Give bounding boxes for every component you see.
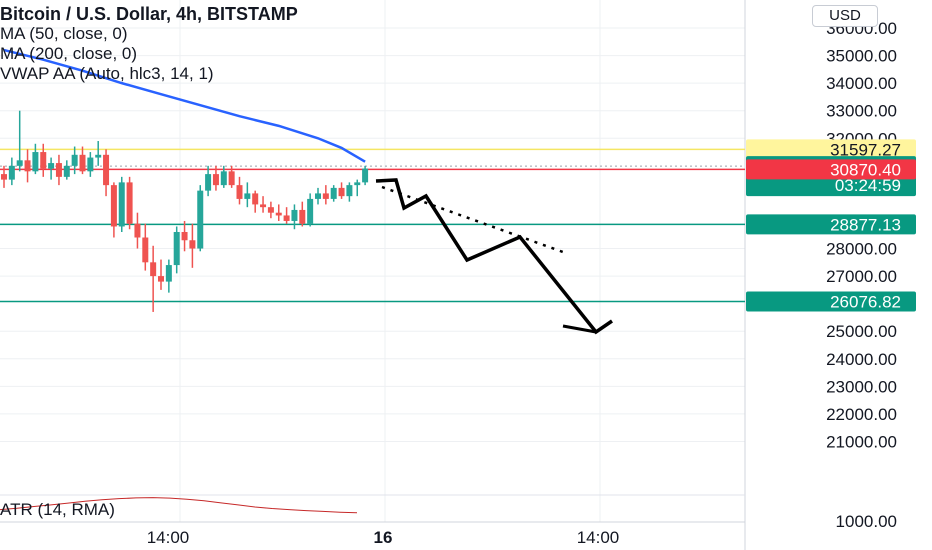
candle-body — [142, 237, 149, 263]
candle-body — [244, 193, 251, 199]
candle-body — [95, 154, 102, 158]
candle-body — [165, 265, 172, 282]
candle-body — [228, 171, 235, 186]
price-label-value: 28877.13 — [830, 215, 901, 234]
candle-body — [63, 165, 70, 177]
price-label-bg — [746, 159, 916, 180]
candle-body — [283, 215, 290, 221]
candle-body — [134, 223, 141, 238]
candle-body — [252, 193, 259, 205]
candle-body — [71, 154, 78, 166]
price-label-countdown: 03:24:59 — [835, 176, 901, 195]
price-label-value: 31597.27 — [830, 140, 901, 159]
candle-body — [354, 182, 361, 186]
candle-body — [48, 163, 55, 169]
price-label-value: 26076.82 — [830, 293, 901, 312]
price-label-bg — [746, 139, 916, 160]
candle-body — [181, 231, 188, 241]
candle-body — [299, 209, 306, 224]
candle-body — [158, 276, 164, 282]
candle-body — [173, 231, 180, 266]
candle-body — [79, 154, 86, 172]
chart-legend: Bitcoin / U.S. Dollar, 4h, BITSTAMP MA (… — [0, 4, 298, 84]
y-tick-label: 28000.00 — [826, 240, 897, 259]
atr-legend-label[interactable]: ATR (14, RMA) — [0, 500, 115, 519]
price-label-bg — [746, 214, 916, 235]
candle-body — [307, 198, 314, 224]
dotted-trendline — [381, 185, 564, 254]
candle-body — [330, 187, 337, 199]
candle-body — [267, 207, 274, 213]
ma200-line — [3, 48, 366, 163]
candle-body — [8, 165, 15, 180]
y-tick-label: 25000.00 — [826, 322, 897, 341]
candle-body — [55, 163, 62, 177]
legend-ma200[interactable]: MA (200, close, 0) — [0, 44, 138, 63]
candle-body — [322, 193, 329, 199]
x-tick-label: 14:00 — [147, 528, 190, 547]
atr-line — [0, 497, 358, 514]
candle-body — [24, 160, 31, 172]
y-tick-label: 21000.00 — [826, 433, 897, 452]
candle-body — [126, 182, 133, 224]
x-tick-label: 16 — [374, 528, 393, 547]
candle-body — [205, 174, 212, 191]
candle-body — [197, 190, 204, 249]
forecast-arrowhead — [562, 324, 597, 334]
candle-body — [275, 212, 282, 216]
candle-body — [315, 193, 321, 199]
candle-body — [212, 174, 219, 186]
candle-body — [260, 204, 267, 208]
forecast-drawing — [375, 178, 613, 335]
candle-body — [338, 187, 345, 197]
candle-body — [32, 152, 39, 172]
price-label-bg — [746, 291, 916, 312]
candle-body — [16, 160, 23, 166]
y-tick-label: 35000.00 — [826, 47, 897, 66]
candle-body — [110, 185, 117, 227]
candle-body — [189, 240, 196, 249]
candle-body — [40, 152, 47, 169]
candle-body — [236, 185, 243, 199]
candle-body — [103, 154, 110, 186]
currency-button[interactable]: USD — [812, 5, 878, 27]
legend-ma50[interactable]: MA (50, close, 0) — [0, 24, 128, 43]
x-tick-label: 14:00 — [577, 528, 620, 547]
candle-body — [150, 262, 157, 277]
candle-body — [291, 209, 298, 221]
y-tick-label: 34000.00 — [826, 74, 897, 93]
y-tick-label: 24000.00 — [826, 350, 897, 369]
y-tick-label: 22000.00 — [826, 405, 897, 424]
candle-body — [220, 171, 227, 186]
price-label-value: 30870.40 — [830, 160, 901, 179]
atr-axis-label: 1000.00 — [836, 512, 897, 531]
legend-vwap[interactable]: VWAP AA (Auto, hlc3, 14, 1) — [0, 64, 214, 83]
y-tick-label: 23000.00 — [826, 377, 897, 396]
candle-body — [118, 182, 125, 227]
candle-body — [87, 157, 94, 172]
candle-body — [346, 185, 353, 197]
y-tick-label: 27000.00 — [826, 267, 897, 286]
candle-body — [1, 174, 7, 180]
y-tick-label: 33000.00 — [826, 102, 897, 121]
candle-body — [362, 168, 369, 183]
legend-title[interactable]: Bitcoin / U.S. Dollar, 4h, BITSTAMP — [0, 4, 298, 24]
